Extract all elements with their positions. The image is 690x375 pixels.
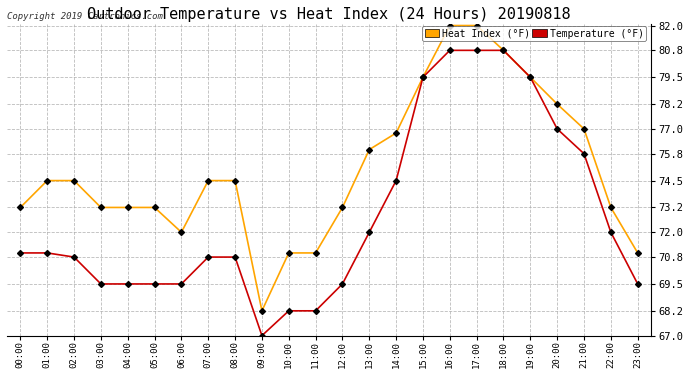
Legend: Heat Index (°F), Temperature (°F): Heat Index (°F), Temperature (°F) — [422, 26, 647, 41]
Text: Copyright 2019 Cartronics.com: Copyright 2019 Cartronics.com — [7, 12, 163, 21]
Title: Outdoor Temperature vs Heat Index (24 Hours) 20190818: Outdoor Temperature vs Heat Index (24 Ho… — [87, 7, 571, 22]
